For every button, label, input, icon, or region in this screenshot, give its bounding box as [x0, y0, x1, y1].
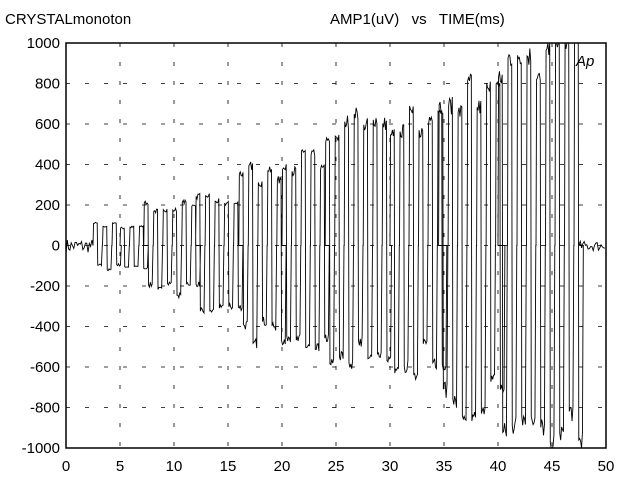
- y-tick-label: -600: [30, 359, 60, 376]
- y-axis-ticks: 1000 800 600 400 200 0 -200 -400 -600 -800 -1000: [22, 35, 60, 457]
- grid: [66, 43, 606, 448]
- y-tick-label: -400: [30, 319, 60, 336]
- x-tick-label: 15: [220, 458, 237, 475]
- annotation-ap: Ap: [575, 53, 594, 70]
- x-tick-label: 40: [490, 458, 507, 475]
- y-tick-label: 400: [35, 157, 60, 174]
- x-axis-ticks: 0 5 10 15 20 25 30 35 40 45 50: [62, 458, 615, 475]
- y-tick-label: -800: [30, 400, 60, 417]
- y-tick-label: 600: [35, 116, 60, 133]
- y-tick-label: 200: [35, 197, 60, 214]
- x-tick-label: 0: [62, 458, 70, 475]
- x-tick-label: 20: [274, 458, 291, 475]
- x-tick-label: 10: [166, 458, 183, 475]
- x-tick-label: 50: [598, 458, 615, 475]
- y-tick-label: -1000: [22, 440, 60, 457]
- x-tick-label: 25: [328, 458, 345, 475]
- y-tick-label: 1000: [27, 35, 60, 52]
- x-tick-label: 30: [382, 458, 399, 475]
- series-line: [65, 42, 606, 449]
- y-tick-label: 800: [35, 76, 60, 93]
- x-tick-label: 35: [436, 458, 453, 475]
- x-tick-label: 5: [116, 458, 124, 475]
- chart-title-center: AMP1(uV) vs TIME(ms): [330, 11, 505, 28]
- y-tick-label: -200: [30, 278, 60, 295]
- chart-title-left: CRYSTALmonoton: [5, 11, 131, 28]
- y-tick-label: 0: [52, 238, 60, 255]
- x-tick-label: 45: [544, 458, 561, 475]
